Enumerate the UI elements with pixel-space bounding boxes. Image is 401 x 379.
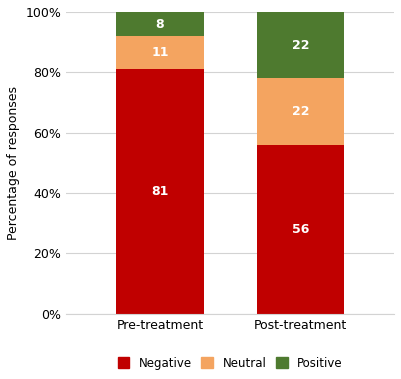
Text: 81: 81 — [151, 185, 168, 198]
Bar — [257, 78, 344, 145]
Text: 56: 56 — [292, 223, 309, 236]
Legend: Negative, Neutral, Positive: Negative, Neutral, Positive — [113, 352, 348, 374]
Y-axis label: Percentage of responses: Percentage of responses — [7, 86, 20, 240]
Text: 22: 22 — [292, 105, 309, 118]
Bar — [116, 69, 204, 314]
Bar — [116, 36, 204, 69]
Bar — [257, 12, 344, 78]
Bar — [257, 145, 344, 314]
Text: 11: 11 — [151, 46, 169, 59]
Text: 8: 8 — [156, 17, 164, 31]
Text: 22: 22 — [292, 39, 309, 52]
Bar — [116, 12, 204, 36]
